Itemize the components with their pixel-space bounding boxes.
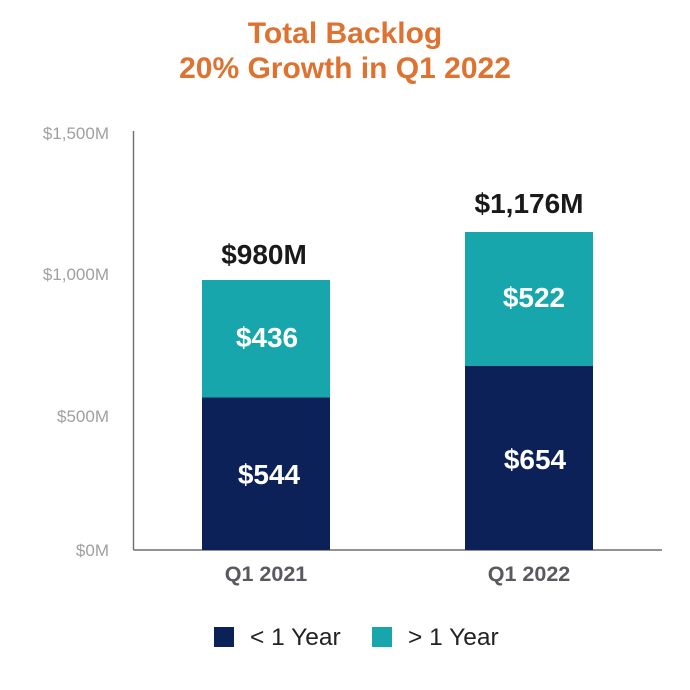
svg-text:$1,000M: $1,000M (43, 265, 109, 284)
svg-text:< 1 Year: < 1 Year (250, 624, 341, 651)
svg-text:Q1 2022: Q1 2022 (488, 562, 571, 586)
svg-text:$544: $544 (238, 459, 301, 490)
svg-text:$1,500M: $1,500M (43, 124, 109, 143)
svg-text:$436: $436 (236, 322, 298, 353)
svg-text:$1,176M: $1,176M (475, 188, 584, 219)
svg-text:20% Growth in Q1 2022: 20% Growth in Q1 2022 (179, 52, 511, 85)
svg-text:$0M: $0M (76, 541, 109, 560)
svg-text:$980M: $980M (221, 239, 307, 270)
svg-text:Total Backlog: Total Backlog (248, 17, 442, 50)
svg-text:$500M: $500M (57, 407, 109, 426)
svg-text:$654: $654 (504, 444, 567, 475)
svg-text:Q1 2021: Q1 2021 (225, 562, 308, 586)
svg-text:> 1 Year: > 1 Year (408, 624, 499, 651)
svg-text:$522: $522 (503, 282, 565, 313)
